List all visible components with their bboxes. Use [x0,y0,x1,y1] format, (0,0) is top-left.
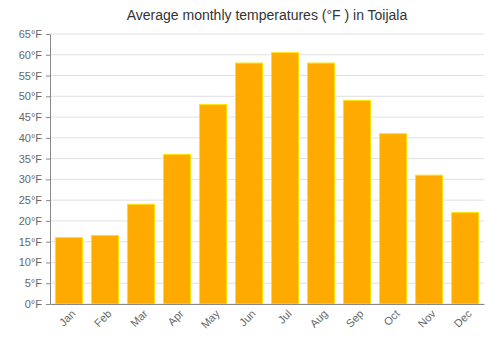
bar [91,235,118,304]
x-tick: Sep [343,307,365,329]
bar [272,53,299,304]
y-tick-mark [46,34,50,35]
grid-line [50,137,484,138]
bar [199,105,226,304]
y-tick-label: 30°F [19,173,43,185]
y-axis-line [50,35,51,305]
y-tick: 60°F [19,49,50,61]
grid [50,34,484,304]
y-tick-label: 10°F [19,256,43,268]
x-tick-label: Aug [307,307,329,329]
y-axis: 0°F 5°F 10°F 15°F 20°F 25°F 30°F 35°F 40°F 45°F 50… [19,28,51,310]
x-tick: Jan [57,307,78,328]
y-tick-mark [46,159,50,160]
x-tick-label: Jan [57,307,78,328]
y-tick-mark [46,55,50,56]
y-tick-label: 35°F [19,153,43,165]
grid-line [50,75,484,76]
y-tick-mark [46,200,50,201]
x-axis: Jan Feb Mar Apr May Jun Jul Aug Sep Oct Nov Dec [51,305,485,331]
y-tick-label: 50°F [19,90,43,102]
bar [308,63,335,304]
bar [344,100,371,304]
y-tick-label: 45°F [19,111,43,123]
y-tick: 35°F [19,153,50,165]
x-tick: Aug [307,307,329,329]
y-tick-mark [46,283,50,284]
x-tick-label: Jul [275,307,293,325]
y-tick-label: 65°F [19,28,43,40]
y-tick-mark [46,221,50,222]
x-tick-label: Mar [128,307,150,329]
y-tick-label: 20°F [19,215,43,227]
grid-line [50,54,484,55]
y-tick-mark [46,96,50,97]
bar [163,154,190,304]
x-tick-label: May [199,307,223,331]
y-tick: 0°F [25,298,50,310]
bar [452,213,479,304]
bar [127,204,154,304]
y-tick: 50°F [19,90,50,102]
y-tick-mark [46,117,50,118]
plot-area [55,53,478,304]
x-tick: Jul [275,307,293,325]
bar [416,175,443,304]
title: Average monthly temperatures (°F ) in To… [127,7,408,23]
x-tick: Feb [92,307,114,329]
y-tick-label: 5°F [25,277,43,289]
x-tick-label: Jun [237,307,258,328]
y-tick: 45°F [19,111,50,123]
y-tick-mark [46,262,50,263]
x-tick: Apr [165,307,186,328]
x-tick: Jun [237,307,258,328]
x-tick-label: Sep [343,307,365,329]
y-tick-label: 60°F [19,49,43,61]
x-tick-label: Feb [92,307,114,329]
bar [235,63,262,304]
x-tick: Nov [416,307,439,330]
y-tick-mark [46,138,50,139]
y-tick: 10°F [19,256,50,268]
x-tick: May [199,307,223,331]
bar [55,238,82,304]
x-tick-label: Apr [165,307,186,328]
y-tick: 5°F [25,277,50,289]
y-tick: 20°F [19,215,50,227]
x-tick-label: Nov [416,307,439,330]
y-tick-mark [46,179,50,180]
y-tick: 65°F [19,28,50,40]
y-tick: 30°F [19,173,50,185]
grid-line [50,117,484,118]
y-tick: 15°F [19,236,50,248]
x-tick-label: Oct [381,307,402,328]
grid-line [50,34,484,35]
y-tick: 55°F [19,70,50,82]
y-tick: 40°F [19,132,50,144]
y-tick-label: 15°F [19,236,43,248]
y-tick-mark [46,76,50,77]
y-tick-mark [46,304,50,305]
grid-line [50,96,484,97]
bar [380,134,407,304]
y-tick-label: 55°F [19,70,43,82]
x-tick: Mar [128,307,150,329]
y-tick: 25°F [19,194,50,206]
x-tick: Dec [452,307,475,330]
y-tick-label: 25°F [19,194,43,206]
x-tick: Oct [381,307,402,328]
chart-svg: 0°F 5°F 10°F 15°F 20°F 25°F 30°F 35°F 40°F 45°F 50… [0,0,500,350]
x-axis-line [51,304,485,305]
y-tick-label: 40°F [19,132,43,144]
y-tick-label: 0°F [25,298,43,310]
y-tick-mark [46,242,50,243]
grid-line [50,158,484,159]
x-tick-label: Dec [452,307,475,330]
